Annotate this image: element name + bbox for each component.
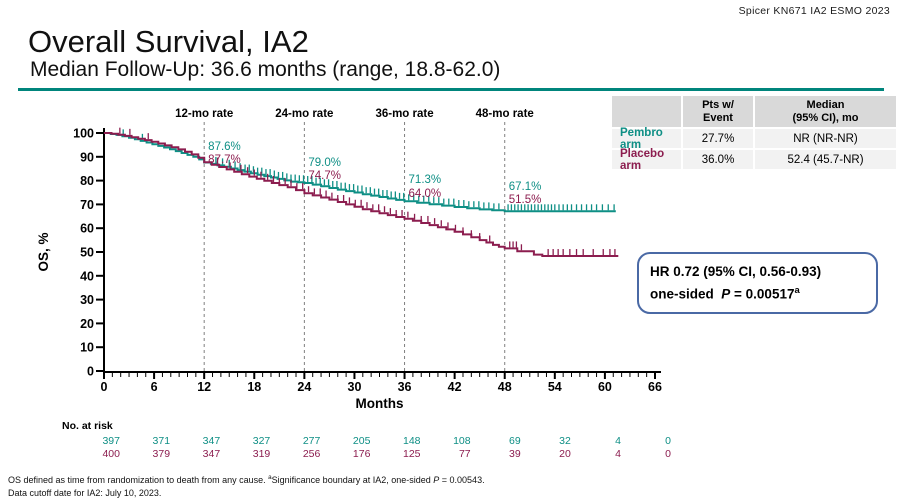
y-tick-label: 90	[80, 150, 94, 164]
at-risk-value: 176	[353, 448, 371, 460]
x-tick-label: 12	[197, 380, 211, 394]
p-value-line: one-sided P = 0.00517a	[650, 285, 800, 302]
no-at-risk-label: No. at risk	[62, 420, 113, 432]
summary-row-placebo-label: Placebo arm	[612, 148, 681, 172]
y-tick-label: 10	[80, 341, 94, 355]
footnote-line2: Data cutoff date for IA2: July 10, 2023.	[8, 487, 162, 498]
title-divider	[18, 88, 884, 91]
footnote: OS defined as time from randomization to…	[8, 472, 485, 499]
x-tick-label: 66	[648, 380, 662, 394]
page-title: Overall Survival, IA2	[28, 24, 309, 59]
at-risk-value: 125	[403, 448, 421, 460]
y-tick-label: 60	[80, 222, 94, 236]
summary-row-placebo-median: 52.4 (45.7-NR)	[755, 150, 896, 169]
at-risk-value: 32	[559, 435, 571, 447]
at-risk-value: 400	[102, 448, 120, 460]
pembro-rate-label: 87.6%	[208, 141, 241, 153]
x-tick-label: 48	[498, 380, 512, 394]
milestone-header-label: 12-mo rate	[175, 108, 233, 120]
pembro-rate-label: 79.0%	[308, 157, 341, 169]
at-risk-value: 20	[559, 448, 571, 460]
x-tick-label: 60	[598, 380, 612, 394]
placebo-censor-ticks	[119, 127, 616, 256]
x-tick-label: 36	[398, 380, 412, 394]
milestone-header-label: 24-mo rate	[275, 108, 333, 120]
at-risk-value: 327	[253, 435, 271, 447]
pembro-rate-label: 67.1%	[509, 181, 542, 193]
pembro-rate-label: 71.3%	[409, 174, 442, 186]
at-risk-value: 0	[665, 435, 671, 447]
milestone-header-label: 48-mo rate	[476, 108, 534, 120]
y-tick-label: 0	[87, 365, 94, 379]
y-axis-title: OS, %	[36, 232, 51, 271]
placebo-rate-label: 51.5%	[509, 194, 542, 206]
x-tick-label: 54	[548, 380, 562, 394]
summary-row-pembro-label: Pembro arm	[612, 127, 681, 151]
summary-table: Pts w/ Event Median (95% CI), mo Pembro …	[612, 96, 896, 172]
x-axis-tick-labels: 0 6 12 18 24 30 36 42 48 54 60 66	[101, 380, 662, 394]
milestone-dashed-lines	[203, 122, 506, 371]
x-tick-label: 42	[448, 380, 462, 394]
milestone-rate-labels: 87.6%87.7% 79.0%74.7% 71.3% 64.0% 67.1%51.5%	[208, 141, 541, 206]
at-risk-value: 347	[203, 448, 221, 460]
at-risk-value: 256	[303, 448, 321, 460]
at-risk-value: 4	[615, 435, 621, 447]
axes	[96, 128, 661, 379]
milestone-header-label: 36-mo rate	[375, 108, 433, 120]
summary-row-pembro-median: NR (NR-NR)	[755, 129, 896, 148]
page-subtitle: Median Follow-Up: 36.6 months (range, 18…	[30, 58, 501, 81]
x-axis-title: Months	[356, 396, 404, 411]
placebo-rate-label: 64.0%	[409, 188, 442, 200]
at-risk-value: 148	[403, 435, 421, 447]
at-risk-value: 108	[453, 435, 471, 447]
summary-row-placebo-events: 36.0%	[683, 150, 753, 169]
placebo-rate-label: 87.7%	[208, 154, 241, 166]
summary-table-header-events: Pts w/ Event	[683, 96, 753, 127]
hr-value-line: HR 0.72 (95% CI, 0.56-0.93)	[650, 264, 822, 280]
x-tick-label: 24	[297, 380, 311, 394]
at-risk-value: 379	[153, 448, 171, 460]
summary-table-header-median: Median (95% CI), mo	[755, 96, 896, 127]
at-risk-value: 205	[353, 435, 371, 447]
summary-row-pembro-events: 27.7%	[683, 129, 753, 148]
at-risk-value: 4	[615, 448, 621, 460]
y-tick-label: 20	[80, 317, 94, 331]
at-risk-value: 69	[509, 435, 521, 447]
y-tick-label: 50	[80, 246, 94, 260]
at-risk-value: 0	[665, 448, 671, 460]
summary-table-header-blank	[612, 96, 681, 127]
y-tick-label: 70	[80, 198, 94, 212]
at-risk-value: 371	[153, 435, 171, 447]
placebo-at-risk-row: 400 379 347 319 256 176 125 77 39 20 4 0	[102, 448, 671, 460]
at-risk-value: 277	[303, 435, 321, 447]
placebo-rate-label: 74.7%	[308, 170, 341, 182]
attribution-text: Spicer KN671 IA2 ESMO 2023	[738, 5, 890, 17]
at-risk-value: 397	[102, 435, 120, 447]
at-risk-value: 39	[509, 448, 521, 460]
x-tick-label: 30	[348, 380, 362, 394]
at-risk-value: 347	[203, 435, 221, 447]
x-tick-label: 18	[247, 380, 261, 394]
y-tick-label: 80	[80, 174, 94, 188]
pembro-at-risk-row: 397 371 347 327 277 205 148 108 69 32 4 0	[102, 435, 671, 447]
x-tick-label: 6	[151, 380, 158, 394]
placebo-survival-curve	[104, 132, 619, 257]
y-tick-label: 40	[80, 269, 94, 283]
x-tick-label: 0	[101, 380, 108, 394]
y-tick-label: 100	[73, 127, 94, 141]
at-risk-value: 77	[459, 448, 471, 460]
y-axis-tick-labels: 0 10 20 30 40 50 60 70 80 90 100	[73, 127, 94, 379]
at-risk-value: 319	[253, 448, 271, 460]
y-tick-label: 30	[80, 293, 94, 307]
hr-result-box: HR 0.72 (95% CI, 0.56-0.93) one-sided P …	[637, 252, 878, 314]
milestone-headers: 12-mo rate 24-mo rate 36-mo rate 48-mo rate	[175, 108, 534, 120]
footnote-line1: OS defined as time from randomization to…	[8, 474, 485, 485]
